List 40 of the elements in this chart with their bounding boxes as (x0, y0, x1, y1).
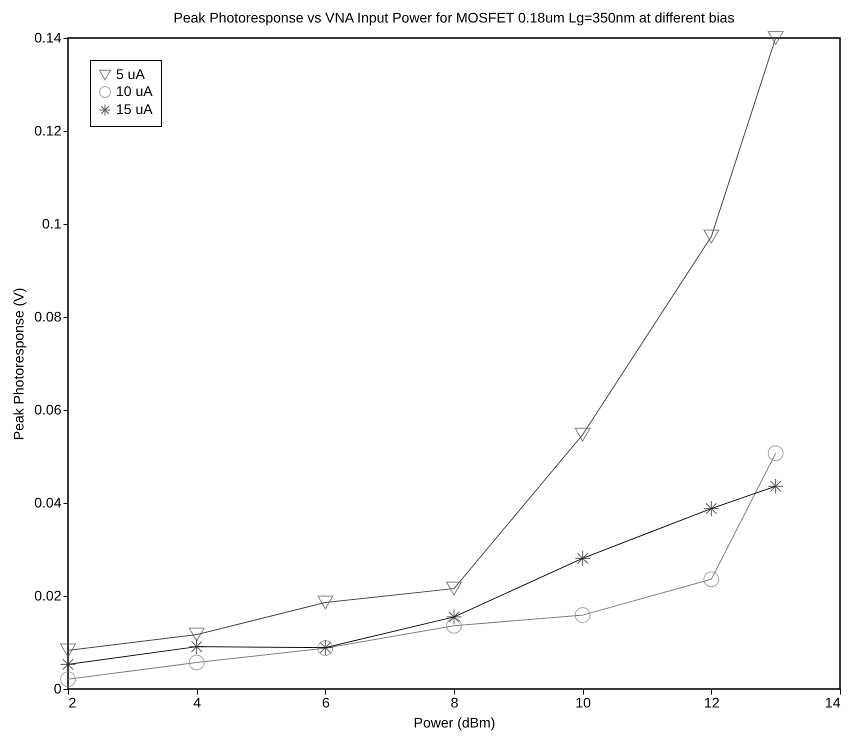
point (60, 656, 76, 672)
point (703, 230, 720, 244)
y-tick-label: 0.08 (34, 308, 62, 324)
y-tick-label: 0.1 (42, 216, 62, 232)
y-tick-label: 0.04 (34, 494, 62, 510)
legend-label: 5 uA (116, 66, 146, 82)
x-tick-label: 2 (68, 694, 76, 710)
point (574, 607, 591, 623)
point (60, 643, 76, 658)
point (574, 550, 591, 566)
point (768, 445, 784, 462)
point (188, 638, 205, 655)
point (703, 500, 720, 516)
x-axis-title: Power (dBm) (414, 714, 496, 730)
point (60, 671, 76, 688)
x-tick-label: 14 (824, 694, 841, 710)
y-tick-label: 0.14 (34, 30, 62, 46)
point (446, 609, 462, 625)
point (188, 654, 205, 670)
x-tick-label: 6 (322, 694, 330, 710)
x-tick-label: 8 (450, 694, 459, 710)
y-tick-label: 0 (54, 680, 62, 696)
y-tick-label: 0.02 (34, 588, 62, 604)
point (446, 618, 462, 634)
legend-label: 15 uA (116, 101, 154, 117)
point (768, 478, 784, 494)
chart-title: Peak Photoresponse vs VNA Input Power for MOSFET 0.18um Lg=350nm at different bias (174, 10, 734, 26)
y-axis-title: Peak Photoresponse (V) (10, 288, 26, 440)
point (574, 428, 591, 442)
point (703, 571, 720, 588)
y-tick-label: 0.06 (34, 402, 62, 418)
legend-label: 10 uA (116, 83, 154, 99)
point (446, 582, 462, 596)
point (317, 596, 334, 610)
y-tick-label: 0.12 (34, 122, 62, 138)
x-tick-label: 4 (193, 694, 202, 710)
point (768, 31, 784, 45)
x-tick-label: 10 (575, 694, 592, 710)
x-tick-label: 12 (704, 694, 720, 710)
point (188, 628, 205, 642)
